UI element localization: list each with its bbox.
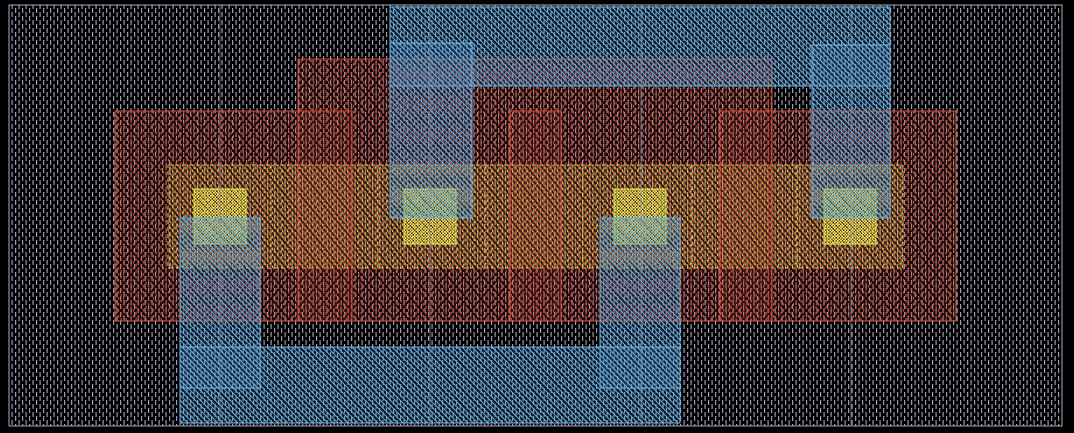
poly-gate-finger-center[interactable] xyxy=(509,110,562,322)
metal-top-plate[interactable] xyxy=(389,6,891,87)
metal-strip-top-left[interactable] xyxy=(389,42,473,219)
